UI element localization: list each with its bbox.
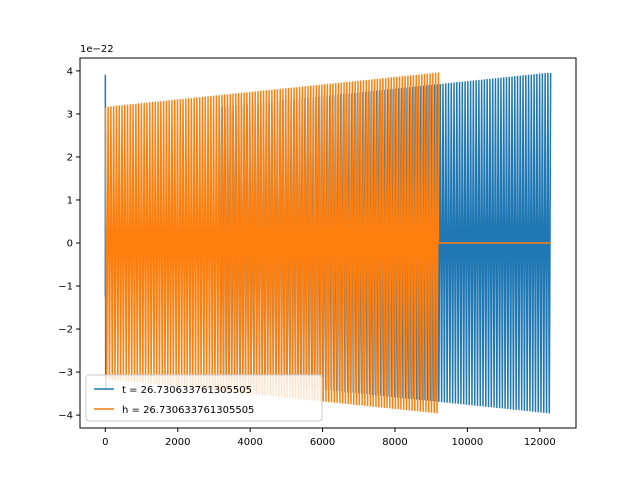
- y-tick-label: −2: [58, 325, 73, 336]
- y-tick-label: 1: [67, 195, 73, 206]
- x-tick-label: 6000: [310, 437, 335, 448]
- y-tick-label: −1: [58, 282, 73, 293]
- y-tick-label: 4: [67, 66, 73, 77]
- x-tick-label: 12000: [524, 437, 556, 448]
- y-offset-label: 1e−22: [80, 44, 114, 55]
- x-tick-label: 2000: [165, 437, 190, 448]
- x-axis: 0 2000 4000 6000 8000 10000 12000: [102, 428, 556, 448]
- legend-label: h = 26.730633761305505: [122, 405, 254, 416]
- y-tick-label: 2: [67, 152, 73, 163]
- legend-label: t = 26.730633761305505: [122, 385, 252, 396]
- y-tick-label: 3: [67, 109, 73, 120]
- x-tick-label: 4000: [237, 437, 262, 448]
- y-tick-label: −4: [58, 411, 73, 422]
- y-tick-label: −3: [58, 368, 73, 379]
- legend-box: [85, 374, 323, 422]
- x-tick-label: 0: [102, 437, 108, 448]
- legend: t = 26.730633761305505 h = 26.73063376130…: [85, 374, 323, 422]
- y-tick-label: 0: [67, 239, 73, 250]
- x-tick-label: 10000: [451, 437, 483, 448]
- y-axis: −4 −3 −2 −1 0 1 2 3 4: [58, 66, 80, 422]
- x-tick-label: 8000: [382, 437, 407, 448]
